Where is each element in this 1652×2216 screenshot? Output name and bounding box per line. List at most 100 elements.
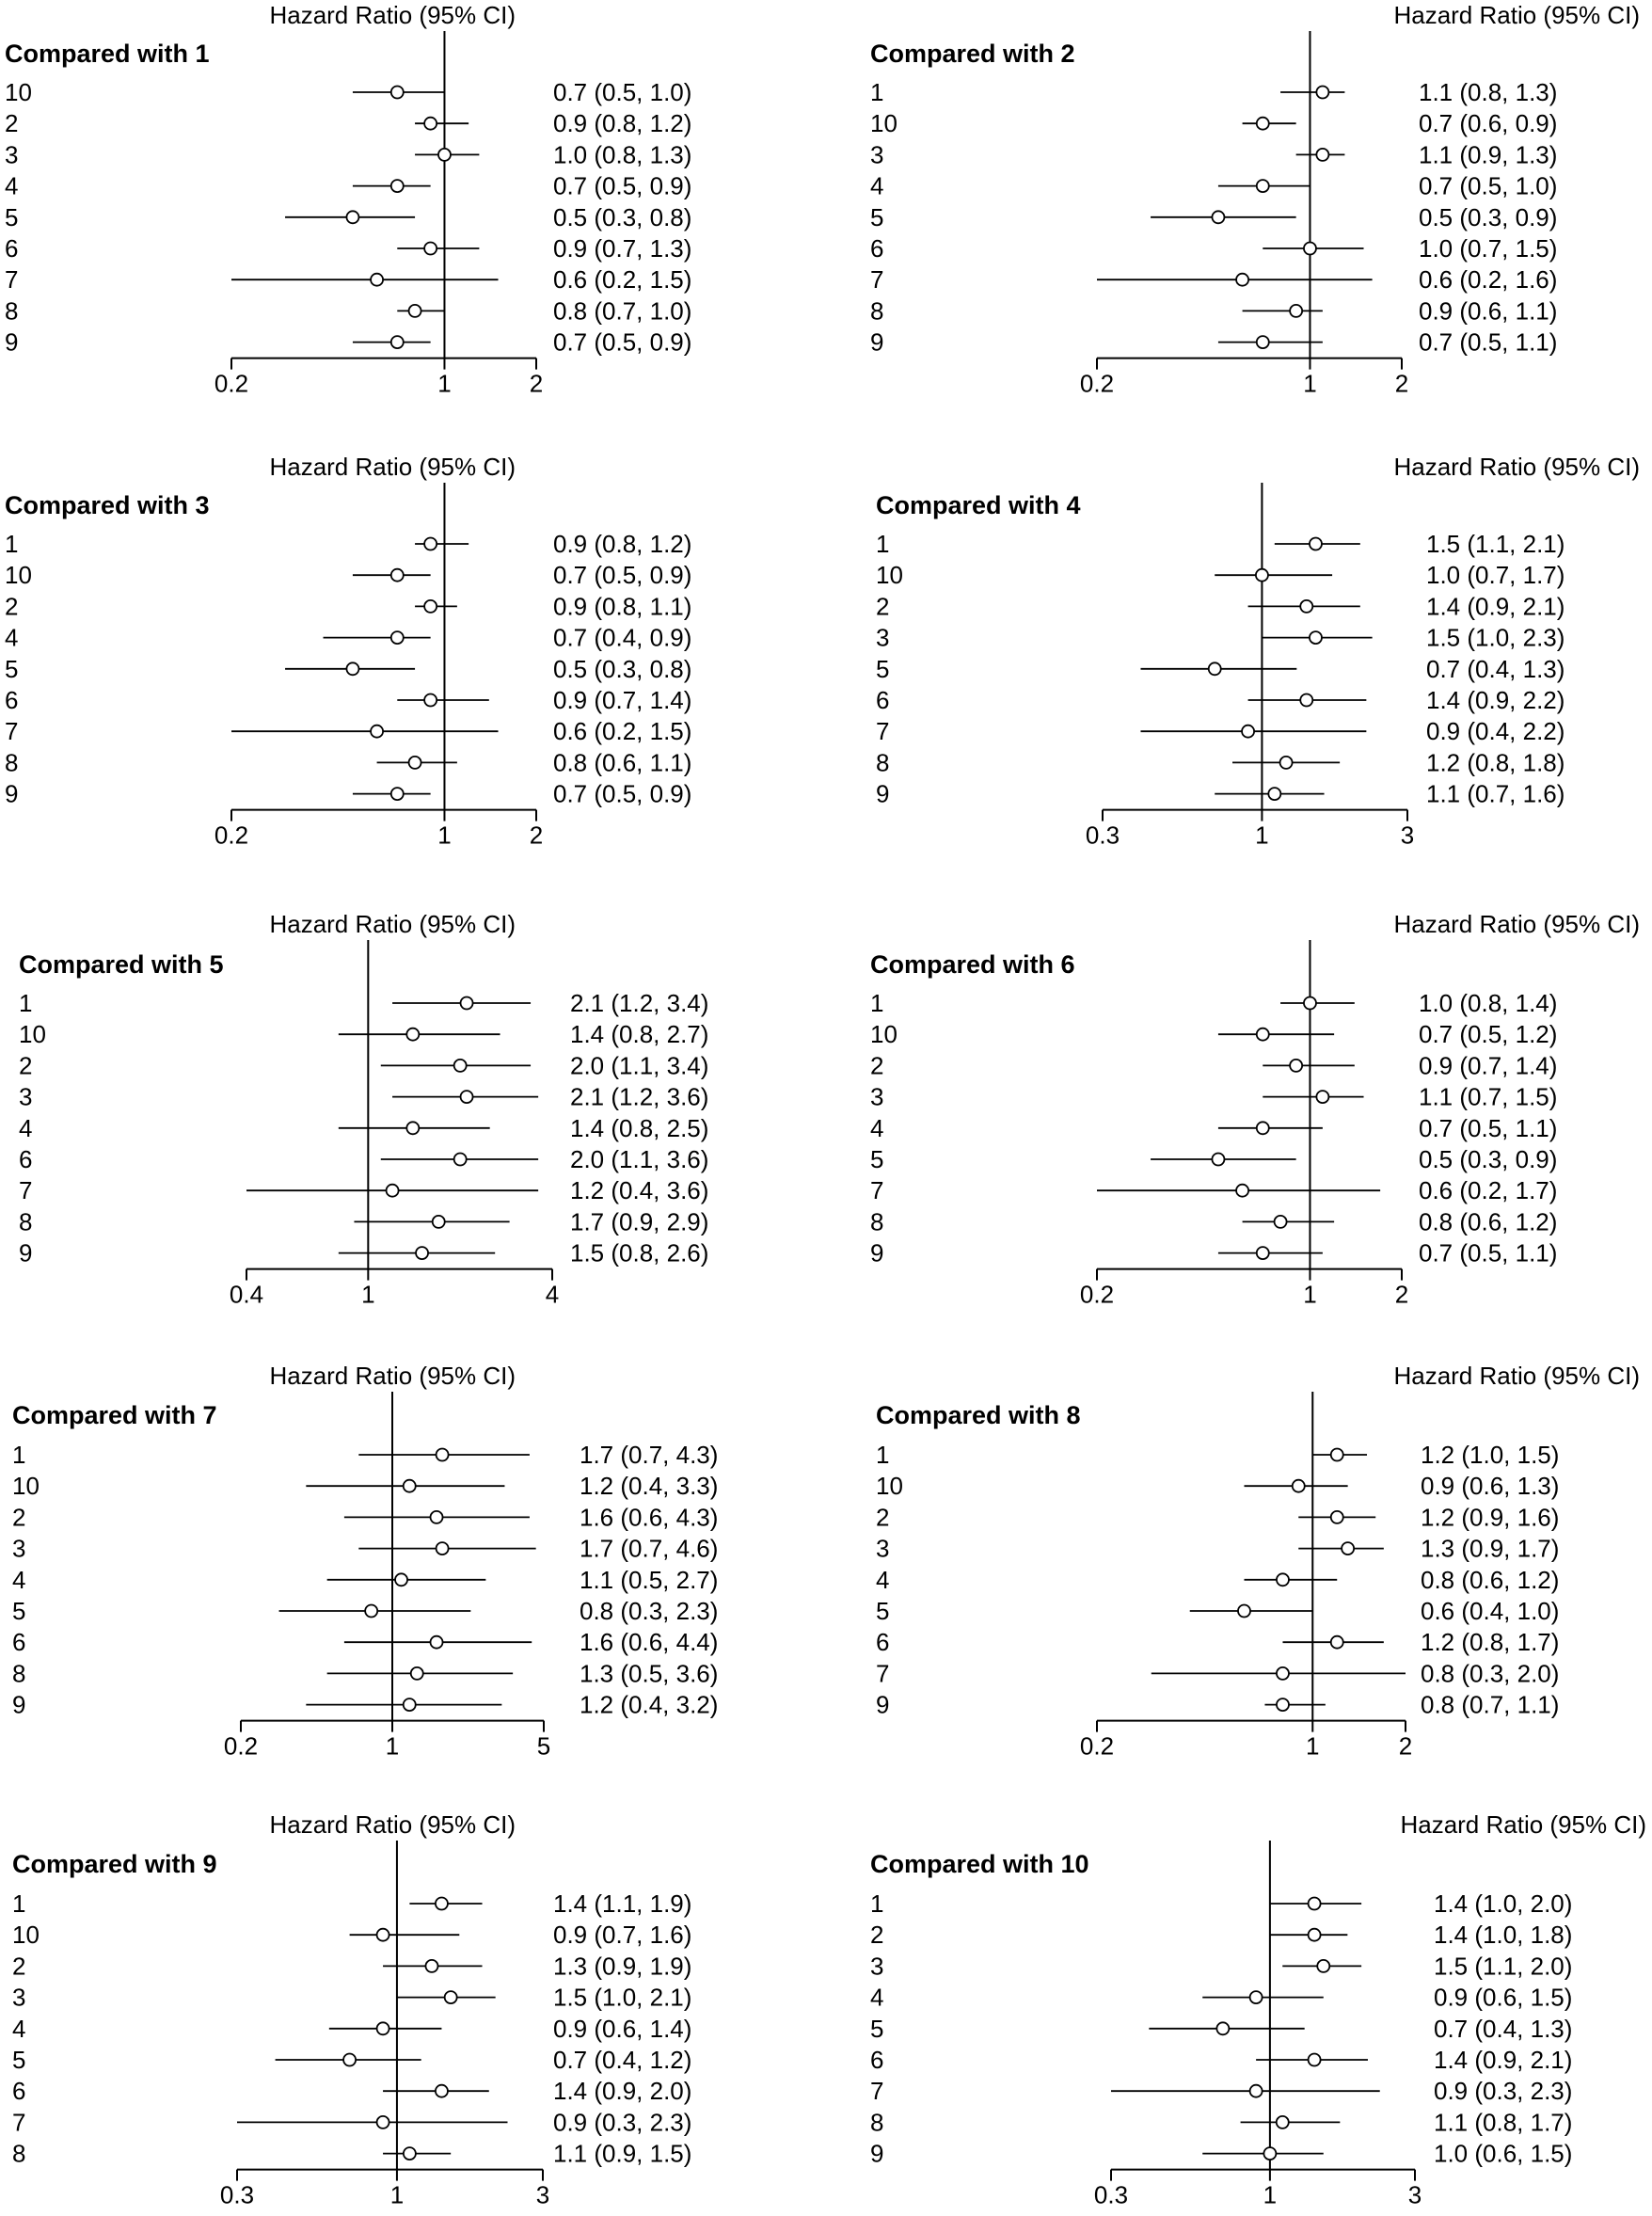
- hr-ci-value: 0.9 (0.6, 1.1): [1419, 296, 1557, 325]
- hr-point: [1276, 1698, 1290, 1712]
- hr-point: [389, 630, 405, 645]
- hr-ci-value: 1.0 (0.8, 1.4): [1419, 989, 1557, 1017]
- forest-panel-4: Hazard Ratio (95% CI) Compared with 4 1 1.5…: [876, 453, 1640, 850]
- hr-ci-value: 1.5 (1.1, 2.1): [1426, 530, 1565, 558]
- hr-point: [429, 1634, 444, 1650]
- row-label: 5: [870, 203, 883, 231]
- hr-point: [423, 241, 438, 256]
- hr-ci-value: 1.2 (0.4, 3.2): [580, 1691, 718, 1719]
- row-label: 8: [870, 1207, 883, 1236]
- hr-ci-value: 1.1 (0.7, 1.5): [1419, 1083, 1557, 1111]
- row-label: 1: [870, 78, 883, 106]
- row-label: 7: [870, 1176, 883, 1204]
- hr-ci-value: 2.0 (1.1, 3.4): [570, 1051, 708, 1079]
- hr-point: [435, 2083, 449, 2098]
- forest-panel-7: Hazard Ratio (95% CI) Compared with 7 1 1.7…: [12, 1362, 718, 1761]
- hr-point: [1273, 1215, 1288, 1229]
- hr-point: [1248, 2083, 1263, 2098]
- hr-point: [435, 1896, 449, 1911]
- x-tick-label: 1: [1303, 1281, 1316, 1309]
- hr-ci-value: 1.0 (0.7, 1.7): [1426, 561, 1565, 589]
- hr-point: [345, 210, 360, 225]
- hr-point: [1315, 147, 1330, 162]
- x-tick-label: 0.2: [1080, 1281, 1114, 1309]
- row-label: 3: [870, 1952, 883, 1980]
- panel-title: Compared with 9: [12, 1850, 217, 1878]
- row-label: 3: [12, 1984, 25, 2012]
- hr-point: [402, 1698, 417, 1712]
- x-tick-label: 0.2: [224, 1732, 258, 1761]
- hr-point: [423, 536, 438, 551]
- hr-point: [389, 335, 405, 350]
- column-header: Hazard Ratio (95% CI): [1393, 1362, 1640, 1390]
- hr-ci-value: 1.4 (0.9, 2.1): [1426, 592, 1565, 620]
- column-header: Hazard Ratio (95% CI): [269, 1810, 516, 1839]
- row-label: 6: [876, 1628, 889, 1656]
- hr-ci-value: 1.1 (0.8, 1.3): [1419, 78, 1557, 106]
- hr-point: [389, 787, 405, 801]
- hr-point: [1263, 2146, 1278, 2161]
- row-label: 9: [5, 328, 18, 357]
- column-header: Hazard Ratio (95% CI): [269, 453, 516, 481]
- hr-ci-value: 0.8 (0.7, 1.1): [1421, 1691, 1559, 1719]
- hr-ci-value: 1.0 (0.8, 1.3): [553, 140, 691, 168]
- row-label: 5: [12, 1597, 25, 1625]
- hr-ci-value: 0.9 (0.7, 1.6): [553, 1921, 691, 1949]
- row-label: 6: [870, 2046, 883, 2074]
- hr-ci-value: 0.9 (0.7, 1.4): [553, 686, 691, 714]
- row-label: 9: [870, 328, 883, 357]
- hr-point: [405, 1027, 421, 1042]
- hr-ci-value: 0.6 (0.4, 1.0): [1421, 1597, 1559, 1625]
- x-tick-label: 5: [537, 1732, 550, 1761]
- hr-point: [1303, 241, 1317, 256]
- hr-ci-value: 1.2 (0.8, 1.7): [1421, 1628, 1559, 1656]
- row-label: 10: [876, 1472, 903, 1500]
- hr-point: [1211, 1152, 1226, 1167]
- hr-ci-value: 0.7 (0.5, 0.9): [553, 561, 691, 589]
- hr-point: [1307, 2052, 1322, 2067]
- hr-ci-value: 0.9 (0.6, 1.4): [553, 2015, 691, 2043]
- hr-point: [389, 85, 405, 100]
- hr-point: [453, 1059, 468, 1073]
- hr-ci-value: 2.0 (1.1, 3.6): [570, 1145, 708, 1173]
- forest-panel-8: Hazard Ratio (95% CI) Compared with 8 1 1.2…: [876, 1362, 1640, 1761]
- hr-ci-value: 0.7 (0.4, 1.3): [1434, 2015, 1572, 2043]
- hr-point: [415, 1246, 429, 1260]
- panel-title: Compared with 3: [5, 491, 210, 519]
- hr-ci-value: 0.9 (0.7, 1.4): [1419, 1051, 1557, 1079]
- hr-ci-value: 1.2 (0.9, 1.6): [1421, 1503, 1559, 1531]
- hr-ci-value: 1.2 (0.4, 3.3): [580, 1472, 718, 1500]
- row-label: 10: [12, 1472, 40, 1500]
- row-label: 9: [870, 2140, 883, 2168]
- row-label: 3: [876, 1535, 889, 1563]
- row-label: 3: [5, 140, 18, 168]
- row-label: 5: [876, 655, 889, 683]
- hr-point: [435, 1541, 450, 1555]
- row-label: 3: [12, 1535, 25, 1563]
- row-label: 10: [870, 109, 897, 137]
- row-label: 8: [19, 1207, 32, 1236]
- hr-point: [1275, 2114, 1290, 2129]
- hr-ci-value: 0.8 (0.7, 1.0): [553, 296, 691, 325]
- row-label: 2: [870, 1921, 883, 1949]
- column-header: Hazard Ratio (95% CI): [269, 1362, 516, 1390]
- hr-point: [459, 1090, 474, 1104]
- row-label: 2: [5, 109, 18, 137]
- row-label: 4: [12, 2015, 25, 2043]
- x-tick-label: 1: [390, 2181, 404, 2209]
- hr-ci-value: 0.9 (0.3, 2.3): [1434, 2077, 1572, 2105]
- hr-point: [402, 2146, 417, 2161]
- row-label: 3: [870, 1083, 883, 1111]
- hr-ci-value: 0.9 (0.4, 2.2): [1426, 717, 1565, 745]
- row-label: 6: [12, 1628, 25, 1656]
- row-label: 10: [876, 561, 903, 589]
- hr-point: [389, 567, 405, 582]
- hr-point: [1215, 2021, 1231, 2036]
- row-label: 1: [876, 1441, 889, 1469]
- hr-ci-value: 0.8 (0.6, 1.1): [553, 748, 691, 776]
- row-label: 8: [12, 1659, 25, 1687]
- row-label: 1: [876, 530, 889, 558]
- row-label: 5: [12, 2046, 25, 2074]
- row-label: 10: [5, 78, 32, 106]
- hr-ci-value: 2.1 (1.2, 3.6): [570, 1083, 708, 1111]
